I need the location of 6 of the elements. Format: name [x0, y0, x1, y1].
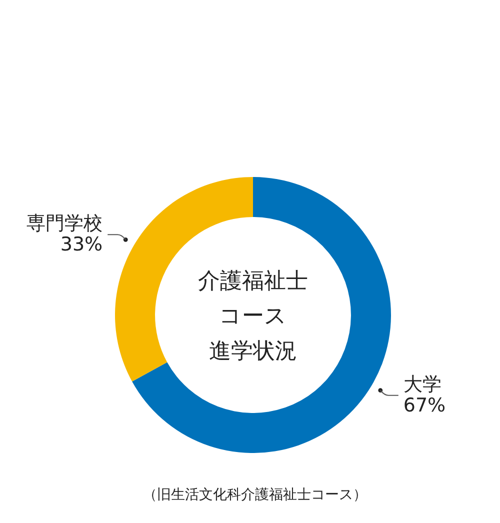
slice-label: 専門学校 — [26, 212, 103, 235]
title: 介護福祉士コース進学状況 — [198, 269, 308, 364]
annotation: （旧生活文化科介護福祉士コース） — [143, 487, 367, 503]
data-label: 33% — [60, 234, 103, 256]
data-label: 67% — [403, 394, 446, 416]
slice-label: 大学 — [403, 373, 442, 396]
